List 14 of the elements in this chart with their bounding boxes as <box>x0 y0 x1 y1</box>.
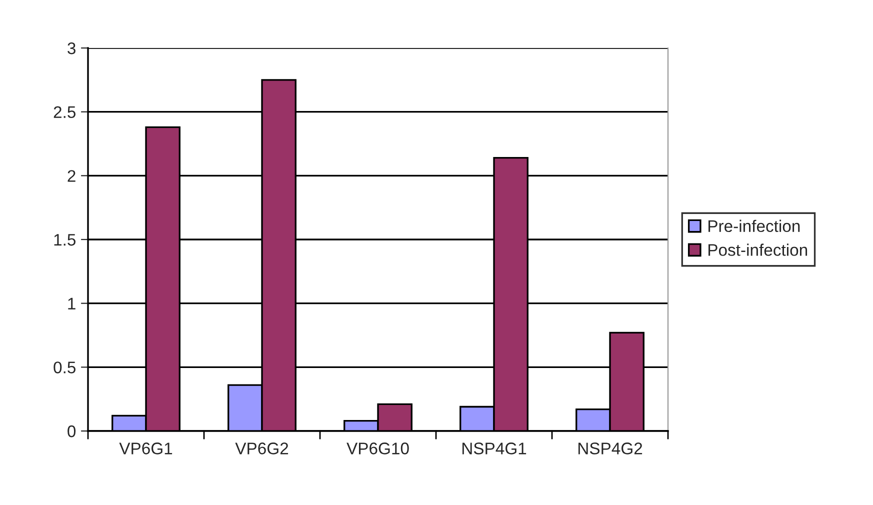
y-tick-label: 3 <box>68 42 76 54</box>
y-tick-label: 0.5 <box>54 362 76 374</box>
legend-label: Pre-infection <box>708 220 800 232</box>
x-tick-label: VP6G10 <box>346 442 409 454</box>
x-tick-label: VP6G2 <box>235 442 288 454</box>
y-tick-label: 2 <box>68 170 76 182</box>
y-tick-label: 1 <box>68 298 76 310</box>
x-tick-label: NSP4G1 <box>462 442 526 454</box>
x-tick-label: NSP4G2 <box>578 442 642 454</box>
legend-label: Post-infection <box>708 244 808 256</box>
y-tick-label: 2.5 <box>54 106 76 118</box>
x-tick-label: VP6G1 <box>119 442 172 454</box>
y-tick-label: 0 <box>68 425 76 438</box>
y-tick-label: 1.5 <box>54 234 76 246</box>
